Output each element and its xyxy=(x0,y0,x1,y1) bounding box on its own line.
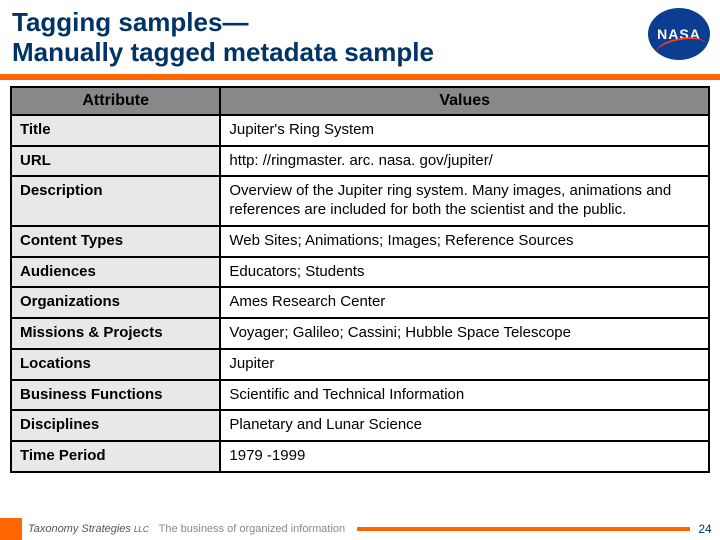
nasa-logo-text: NASA xyxy=(657,26,701,42)
title-line-2: Manually tagged metadata sample xyxy=(12,37,434,67)
table-row: Content Types Web Sites; Animations; Ima… xyxy=(11,226,709,257)
val-cell: Ames Research Center xyxy=(220,287,709,318)
attr-cell: Disciplines xyxy=(11,410,220,441)
footer-accent-line xyxy=(357,527,690,531)
attr-cell: Business Functions xyxy=(11,380,220,411)
table-header-row: Attribute Values xyxy=(11,87,709,115)
table-row: Description Overview of the Jupiter ring… xyxy=(11,176,709,226)
table-row: Locations Jupiter xyxy=(11,349,709,380)
nasa-logo: NASA xyxy=(648,8,710,60)
title-line-1: Tagging samples— xyxy=(12,7,248,37)
val-cell: Scientific and Technical Information xyxy=(220,380,709,411)
table-row: Organizations Ames Research Center xyxy=(11,287,709,318)
attr-cell: URL xyxy=(11,146,220,177)
footer-square-icon xyxy=(0,518,22,540)
footer-company: Taxonomy Strategies xyxy=(28,523,131,535)
table-row: Audiences Educators; Students xyxy=(11,257,709,288)
table-row: Business Functions Scientific and Techni… xyxy=(11,380,709,411)
table-row: Disciplines Planetary and Lunar Science xyxy=(11,410,709,441)
attr-cell: Description xyxy=(11,176,220,226)
slide-header: Tagging samples— Manually tagged metadat… xyxy=(0,0,720,74)
val-cell: Planetary and Lunar Science xyxy=(220,410,709,441)
col-header-values: Values xyxy=(220,87,709,115)
attr-cell: Audiences xyxy=(11,257,220,288)
val-cell: Educators; Students xyxy=(220,257,709,288)
attr-cell: Title xyxy=(11,115,220,146)
val-cell: http: //ringmaster. arc. nasa. gov/jupit… xyxy=(220,146,709,177)
metadata-table: Attribute Values Title Jupiter's Ring Sy… xyxy=(10,86,710,473)
val-cell: 1979 -1999 xyxy=(220,441,709,472)
slide-footer: Taxonomy Strategies LLC The business of … xyxy=(0,518,720,540)
val-cell: Voyager; Galileo; Cassini; Hubble Space … xyxy=(220,318,709,349)
table-row: Missions & Projects Voyager; Galileo; Ca… xyxy=(11,318,709,349)
val-cell: Jupiter's Ring System xyxy=(220,115,709,146)
slide-title: Tagging samples— Manually tagged metadat… xyxy=(12,8,708,68)
val-cell: Web Sites; Animations; Images; Reference… xyxy=(220,226,709,257)
attr-cell: Missions & Projects xyxy=(11,318,220,349)
col-header-attribute: Attribute xyxy=(11,87,220,115)
table-row: Title Jupiter's Ring System xyxy=(11,115,709,146)
val-cell: Overview of the Jupiter ring system. Man… xyxy=(220,176,709,226)
footer-tagline: The business of organized information xyxy=(159,523,346,535)
footer-llc: LLC xyxy=(134,525,149,534)
attr-cell: Organizations xyxy=(11,287,220,318)
table-row: Time Period 1979 -1999 xyxy=(11,441,709,472)
table-container: Attribute Values Title Jupiter's Ring Sy… xyxy=(0,80,720,473)
attr-cell: Content Types xyxy=(11,226,220,257)
attr-cell: Locations xyxy=(11,349,220,380)
table-body: Title Jupiter's Ring System URL http: //… xyxy=(11,115,709,472)
table-row: URL http: //ringmaster. arc. nasa. gov/j… xyxy=(11,146,709,177)
attr-cell: Time Period xyxy=(11,441,220,472)
val-cell: Jupiter xyxy=(220,349,709,380)
page-number: 24 xyxy=(690,522,720,536)
